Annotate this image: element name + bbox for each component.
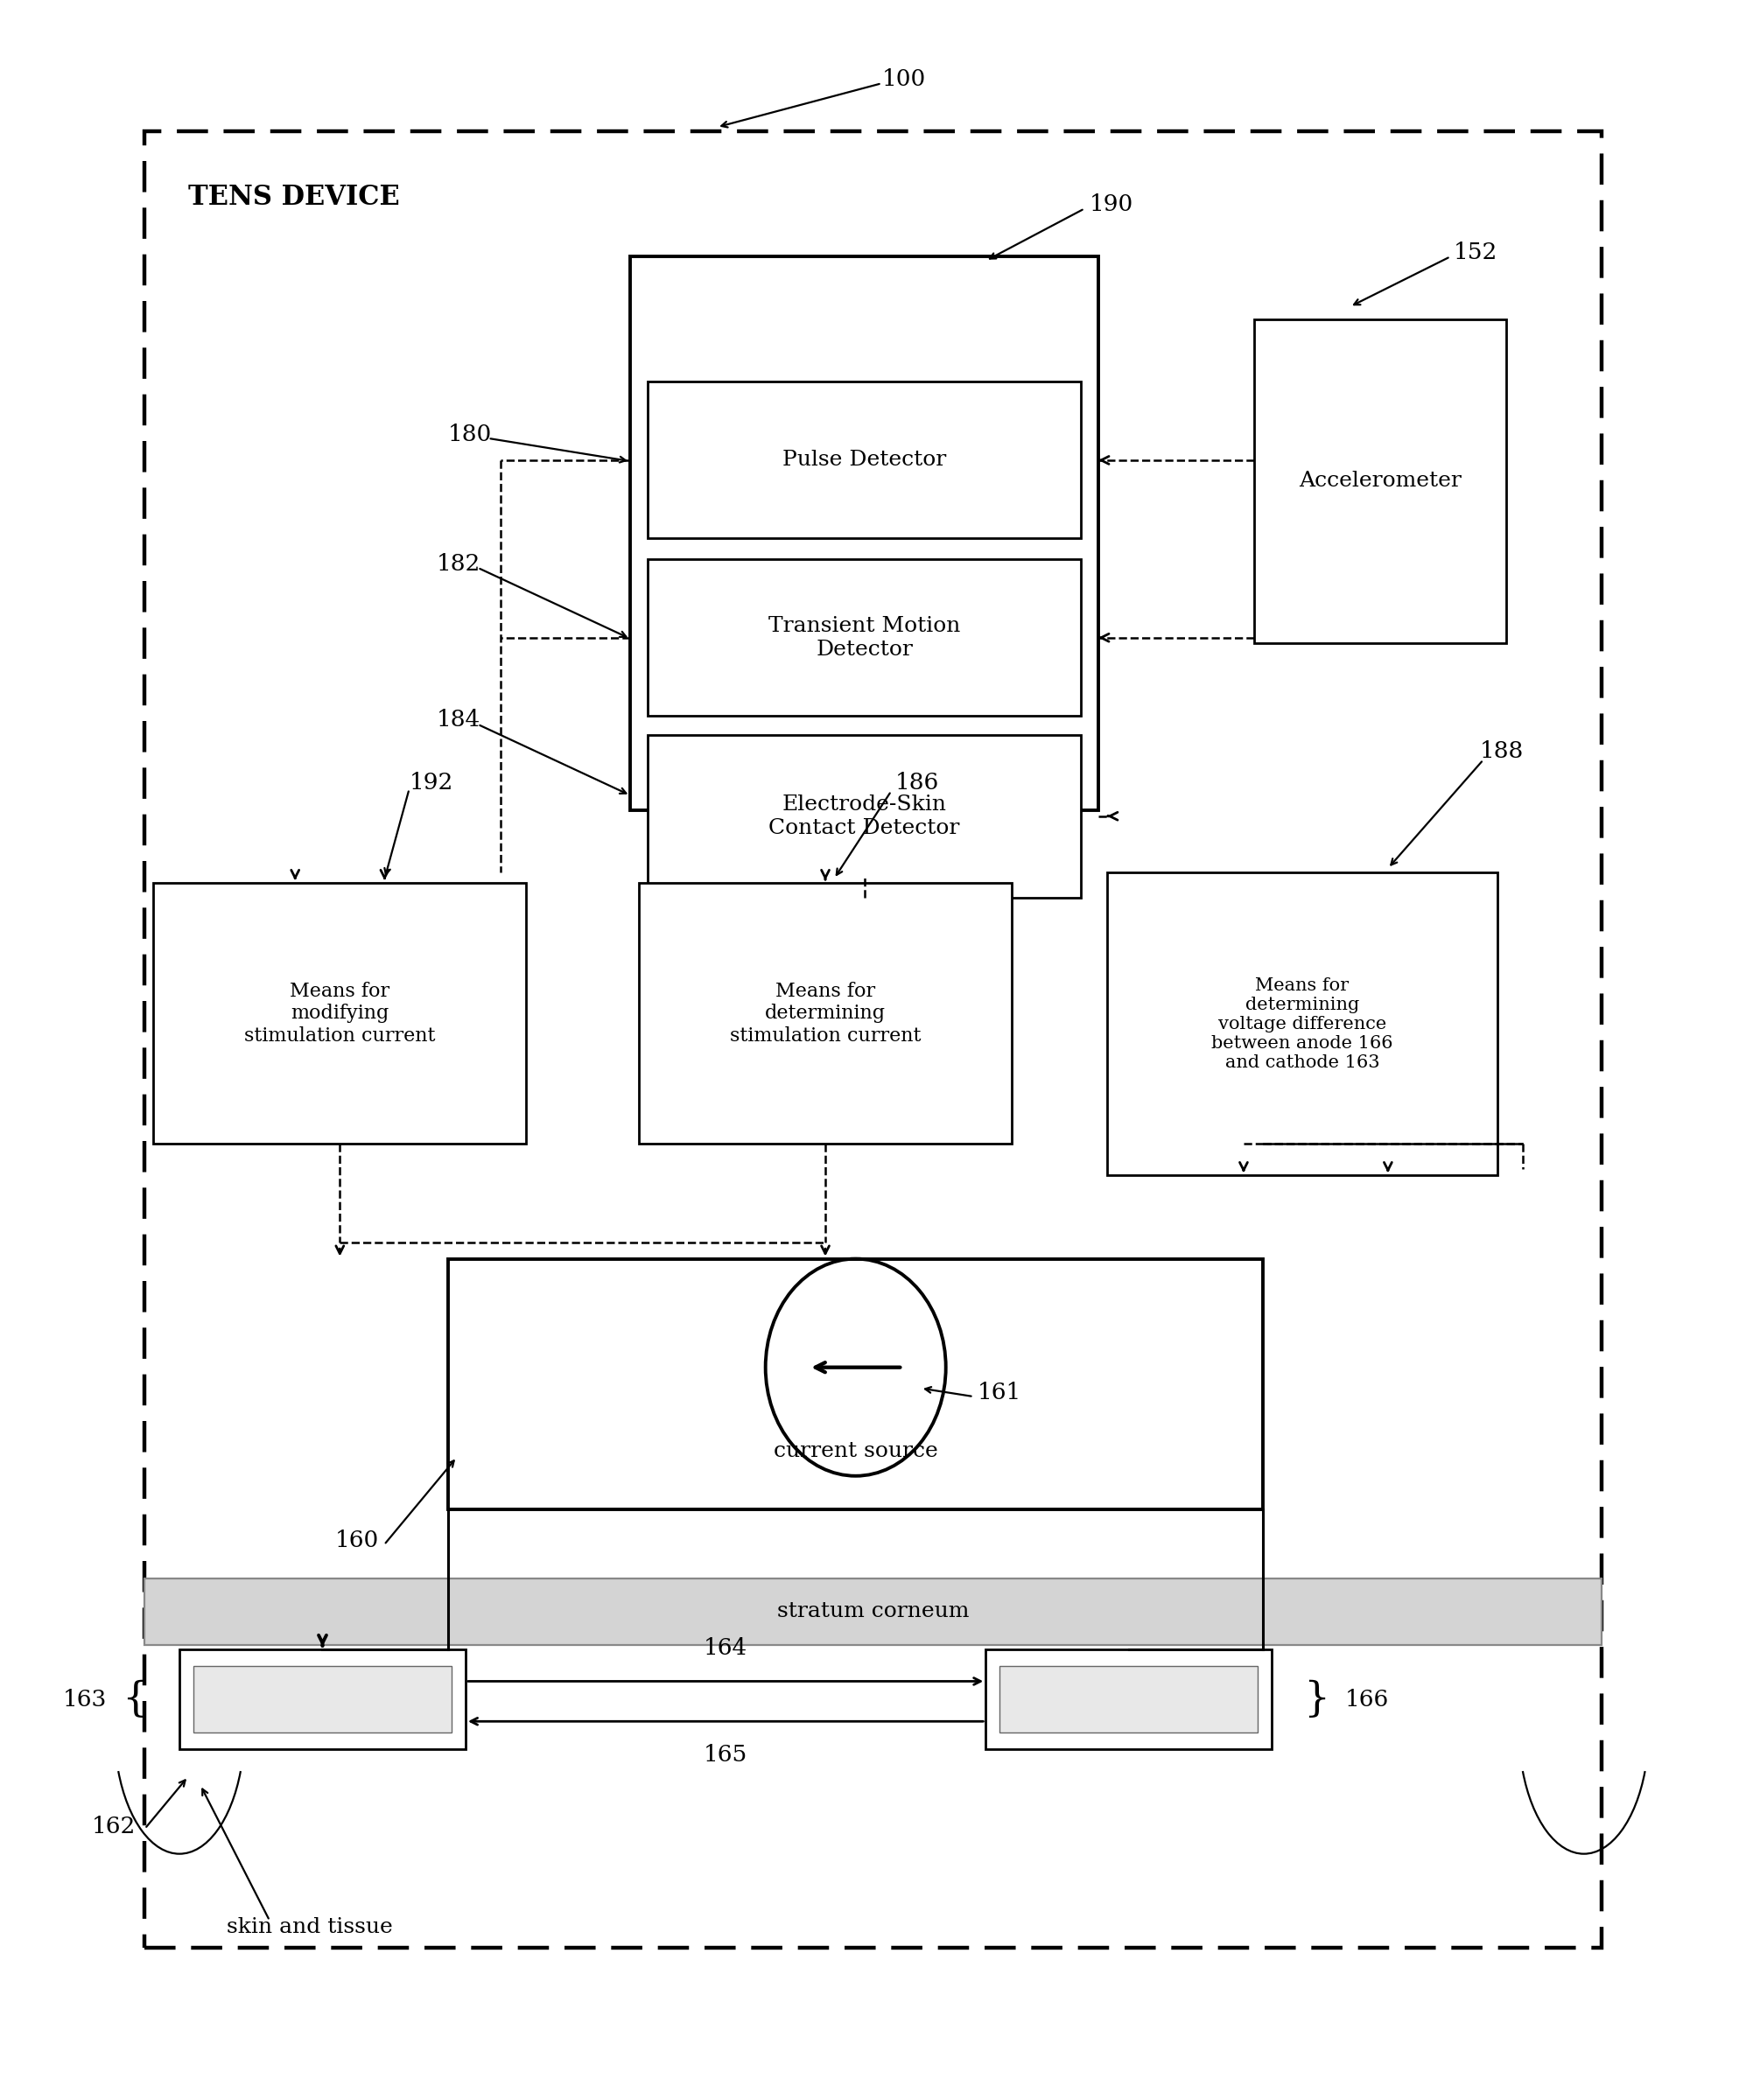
- Text: 184: 184: [436, 710, 480, 731]
- Bar: [1107, 872, 1496, 1176]
- Bar: [648, 735, 1081, 897]
- Text: }: }: [1303, 1680, 1329, 1720]
- Text: 165: 165: [704, 1743, 747, 1766]
- Bar: [145, 1579, 1601, 1644]
- Bar: [154, 882, 526, 1144]
- Text: 186: 186: [894, 773, 939, 794]
- Bar: [639, 882, 1011, 1144]
- Text: Pulse Detector: Pulse Detector: [782, 449, 946, 470]
- Text: 162: 162: [93, 1816, 136, 1838]
- Text: 188: 188: [1481, 741, 1524, 762]
- Text: 161: 161: [978, 1382, 1021, 1403]
- Text: 180: 180: [449, 422, 492, 445]
- Text: TENS DEVICE: TENS DEVICE: [189, 183, 400, 210]
- Text: Transient Motion
Detector: Transient Motion Detector: [768, 615, 960, 659]
- Text: Means for
determining
stimulation current: Means for determining stimulation curren…: [730, 981, 920, 1046]
- Text: 164: 164: [704, 1636, 747, 1659]
- Text: current source: current source: [773, 1441, 938, 1462]
- Text: stratum corneum: stratum corneum: [777, 1602, 969, 1621]
- Bar: [449, 1258, 1262, 1510]
- Text: {: {: [122, 1680, 148, 1720]
- Text: Electrode-Skin
Contact Detector: Electrode-Skin Contact Detector: [768, 794, 960, 838]
- Text: 192: 192: [409, 773, 454, 794]
- Bar: [145, 132, 1601, 1949]
- Text: Means for
modifying
stimulation current: Means for modifying stimulation current: [244, 981, 435, 1046]
- Bar: [648, 559, 1081, 716]
- Text: 160: 160: [335, 1529, 379, 1552]
- Bar: [999, 1665, 1257, 1732]
- Bar: [986, 1648, 1271, 1749]
- Text: skin and tissue: skin and tissue: [227, 1917, 393, 1936]
- Text: 166: 166: [1344, 1688, 1388, 1709]
- Text: 100: 100: [882, 67, 925, 90]
- Bar: [1254, 319, 1505, 643]
- Text: Accelerometer: Accelerometer: [1299, 470, 1461, 491]
- Text: 152: 152: [1454, 242, 1498, 262]
- Bar: [194, 1665, 452, 1732]
- Text: 163: 163: [63, 1688, 107, 1709]
- Text: 182: 182: [436, 552, 480, 575]
- Bar: [648, 382, 1081, 538]
- Text: Means for
determining
voltage difference
between anode 166
and cathode 163: Means for determining voltage difference…: [1212, 976, 1393, 1071]
- Text: 190: 190: [1090, 193, 1133, 216]
- Bar: [630, 256, 1098, 811]
- Bar: [180, 1648, 466, 1749]
